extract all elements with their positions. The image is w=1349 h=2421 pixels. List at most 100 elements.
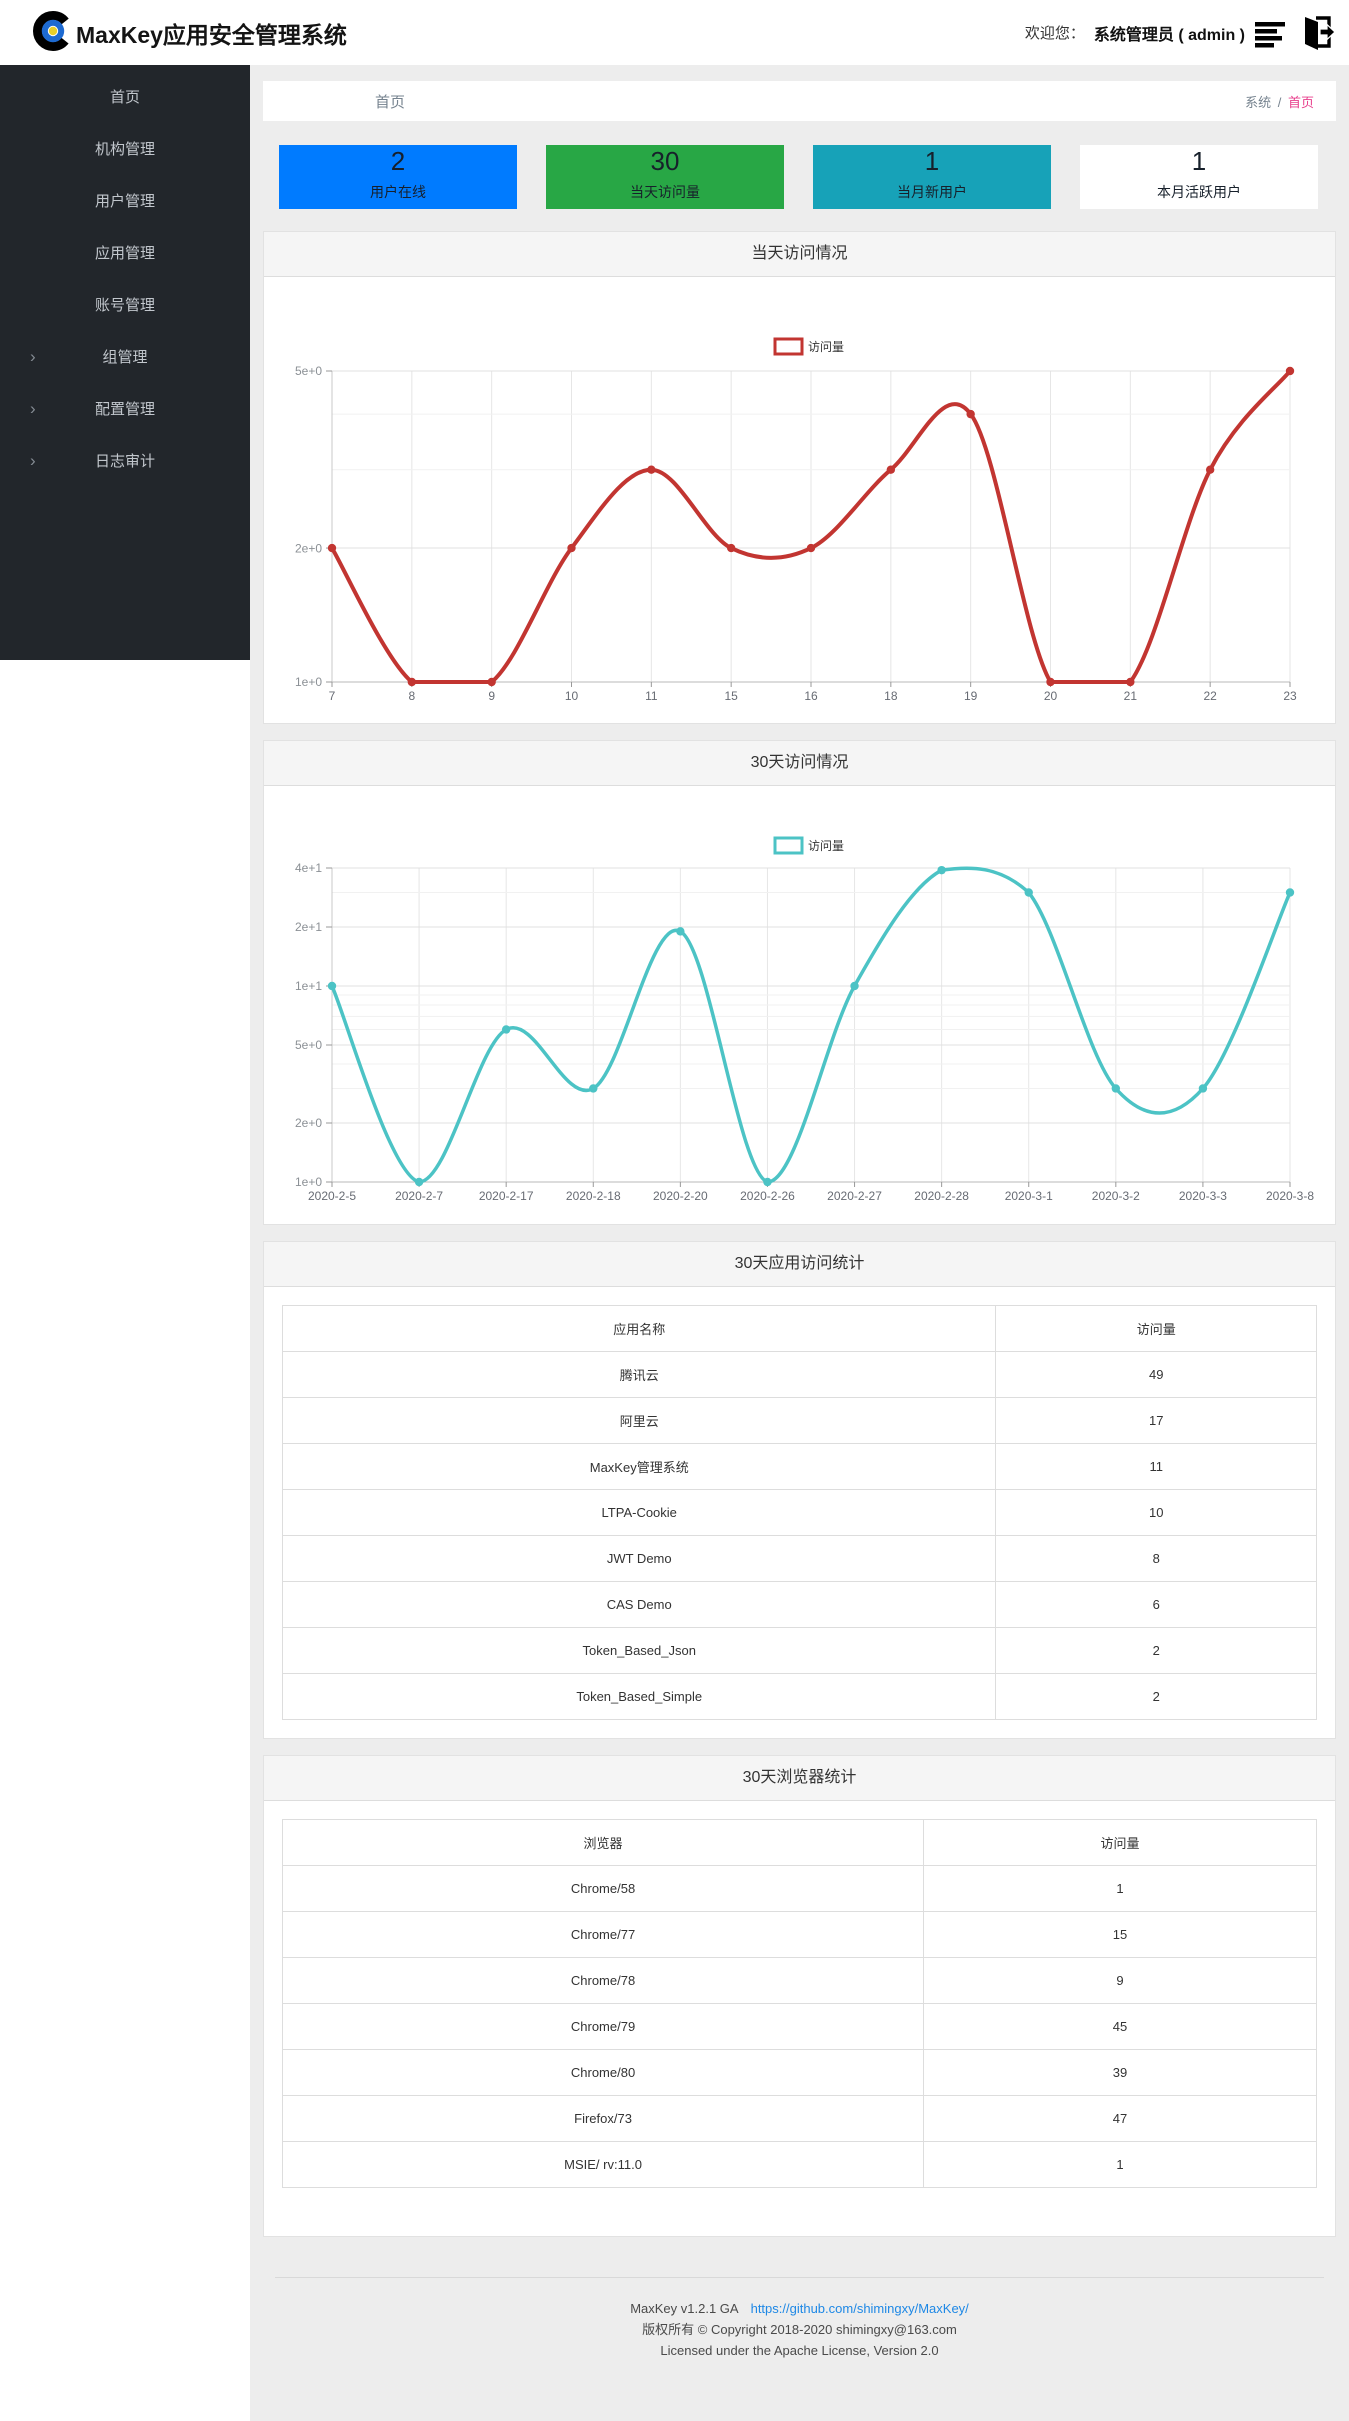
svg-text:5e+0: 5e+0 <box>295 364 322 378</box>
svg-text:11: 11 <box>645 689 658 703</box>
svg-text:2020-2-18: 2020-2-18 <box>566 1189 621 1203</box>
panel-title-30day-visits: 30天访问情况 <box>264 741 1335 786</box>
sidebar-item-label: 配置管理 <box>94 400 155 418</box>
menu-list-icon[interactable] <box>1254 15 1288 51</box>
grid-lines <box>331 867 1291 1182</box>
data-points <box>327 865 1295 1187</box>
stat-label: 本月活跃用户 <box>1157 184 1241 200</box>
svg-text:7: 7 <box>329 689 336 703</box>
sidebar-item-label: 账号管理 <box>94 296 155 314</box>
layout: 首页 机构管理 用户管理 应用管理 账号管理 › 组管理 › 配置管理 › 日志审计 首页 系统 /… <box>0 65 1349 2421</box>
current-user: 系统管理员 ( admin ) <box>1093 26 1245 44</box>
panel-today-visits: 当天访问情况 5e+0 2e+0 1e+0 7 8 9 10 11 15 16 18 19 20 21 22… <box>263 231 1336 724</box>
svg-text:访问量: 访问量 <box>808 340 844 354</box>
breadcrumb: 系统 / 首页 <box>1245 92 1314 111</box>
footer-github-link[interactable]: https://github.com/shimingxy/MaxKey/ <box>750 2301 969 2316</box>
breadcrumb-bar: 首页 系统 / 首页 <box>263 81 1336 121</box>
sidebar-item-label: 组管理 <box>102 348 148 366</box>
breadcrumb-current-link[interactable]: 首页 <box>1287 94 1314 110</box>
browser-stats-table: 浏览器 访问量 Chrome/58 1 Chrome/77 15 Chrome/78 9 Chr… <box>281 1819 1317 2188</box>
table-row: Chrome/58 1 <box>281 1865 1317 1912</box>
sidebar-item-0[interactable]: 首页 <box>0 70 250 122</box>
svg-text:10: 10 <box>565 689 579 703</box>
sidebar-item-6[interactable]: › 配置管理 <box>0 382 250 434</box>
table-cell: 6 <box>995 1581 1317 1628</box>
table-cell: LTPA-Cookie <box>281 1489 997 1536</box>
chevron-right-icon: › <box>30 346 36 366</box>
svg-text:2e+0: 2e+0 <box>295 541 322 555</box>
table-row: 腾讯云 49 <box>281 1351 1317 1398</box>
svg-text:2e+0: 2e+0 <box>295 1116 322 1130</box>
grid-lines <box>331 370 1291 682</box>
today-visits-chart: 5e+0 2e+0 1e+0 7 8 9 10 11 15 16 18 19 20 21 22 23 访问量 <box>295 337 1297 703</box>
panel-browser-stats: 30天浏览器统计 浏览器 访问量 Chrome/58 1 Chrome/77 15 Chro… <box>263 1755 1336 2237</box>
table-row: Firefox/73 47 <box>281 2095 1317 2142</box>
today-visits-chart-body: 5e+0 2e+0 1e+0 7 8 9 10 11 15 16 18 19 20 21 22 23 访问量 <box>264 277 1335 723</box>
app-visits-table: 应用名称 访问量 腾讯云 49 阿里云 17 MaxKey管理系统 11 LTPA-Cookie… <box>281 1305 1317 1720</box>
header-user-area: 欢迎您： 系统管理员 ( admin ) <box>1025 13 1337 53</box>
svg-text:访问量: 访问量 <box>808 839 844 853</box>
table-header-row: 浏览器 访问量 <box>281 1819 1317 1866</box>
panel-title-today-visits: 当天访问情况 <box>264 232 1335 277</box>
stat-value: 1 <box>1191 146 1207 176</box>
sidebar-item-7[interactable]: › 日志审计 <box>0 434 250 486</box>
panel-app-visit-stats: 30天应用访问统计 应用名称 访问量 腾讯云 49 阿里云 17 MaxKey管理系统 11 L… <box>263 1241 1336 1739</box>
svg-text:2020-2-7: 2020-2-7 <box>395 1189 443 1203</box>
table-cell: 39 <box>923 2049 1317 2096</box>
sidebar-item-2[interactable]: 用户管理 <box>0 174 250 226</box>
stat-label: 用户在线 <box>370 184 426 200</box>
stat-value: 1 <box>924 146 940 176</box>
logout-icon[interactable] <box>1297 13 1337 53</box>
footer-license: Licensed under the Apache License, Versi… <box>660 2343 939 2358</box>
column-header: 浏览器 <box>281 1819 925 1866</box>
svg-text:2020-2-20: 2020-2-20 <box>653 1189 708 1203</box>
column-header: 应用名称 <box>281 1305 997 1352</box>
sidebar-item-1[interactable]: 机构管理 <box>0 122 250 174</box>
table-cell: 8 <box>995 1535 1317 1582</box>
svg-text:1e+0: 1e+0 <box>295 675 322 689</box>
series-line <box>330 369 1292 684</box>
sidebar-item-5[interactable]: › 组管理 <box>0 330 250 382</box>
table-cell: 17 <box>995 1397 1317 1444</box>
sidebar-item-label: 用户管理 <box>94 192 155 210</box>
table-header-row: 应用名称 访问量 <box>281 1305 1317 1352</box>
table-row: Chrome/78 9 <box>281 1957 1317 2004</box>
table-cell: 1 <box>923 2141 1317 2188</box>
table-cell: 10 <box>995 1489 1317 1536</box>
stat-value: 2 <box>390 146 406 176</box>
breadcrumb-system-link[interactable]: 系统 <box>1245 94 1272 110</box>
stat-card-1: 30 当天访问量 <box>546 145 784 209</box>
brand: MaxKey应用安全管理系统 <box>33 8 347 57</box>
svg-text:2020-2-5: 2020-2-5 <box>308 1189 356 1203</box>
svg-text:16: 16 <box>804 689 818 703</box>
table-cell: 45 <box>923 2003 1317 2050</box>
table-cell: Token_Based_Json <box>281 1627 997 1674</box>
sidebar-item-4[interactable]: 账号管理 <box>0 278 250 330</box>
svg-text:1e+0: 1e+0 <box>295 1175 322 1189</box>
table-row: Token_Based_Json 2 <box>281 1627 1317 1674</box>
sidebar-item-3[interactable]: 应用管理 <box>0 226 250 278</box>
stat-value: 30 <box>650 146 680 176</box>
table-cell: JWT Demo <box>281 1535 997 1582</box>
svg-text:2020-2-17: 2020-2-17 <box>479 1189 534 1203</box>
table-cell: 腾讯云 <box>281 1351 997 1398</box>
svg-text:2020-2-26: 2020-2-26 <box>740 1189 795 1203</box>
table-cell: 49 <box>995 1351 1317 1398</box>
svg-text:20: 20 <box>1044 689 1058 703</box>
footer-version-line: MaxKey v1.2.1 GA https://github.com/shimi… <box>275 2298 1324 2319</box>
footer-version: MaxKey v1.2.1 GA <box>630 2301 739 2316</box>
column-header: 访问量 <box>923 1819 1317 1866</box>
svg-text:19: 19 <box>964 689 978 703</box>
table-row: LTPA-Cookie 10 <box>281 1489 1317 1536</box>
table-cell: Firefox/73 <box>281 2095 925 2142</box>
table-cell: 9 <box>923 1957 1317 2004</box>
svg-text:15: 15 <box>724 689 738 703</box>
stat-label: 当天访问量 <box>630 184 700 200</box>
svg-text:8: 8 <box>408 689 415 703</box>
stat-card-2: 1 当月新用户 <box>813 145 1051 209</box>
table-cell: MSIE/ rv:11.0 <box>281 2141 925 2188</box>
svg-text:4e+1: 4e+1 <box>295 861 322 875</box>
panel-title-browser-stats: 30天浏览器统计 <box>264 1756 1335 1801</box>
